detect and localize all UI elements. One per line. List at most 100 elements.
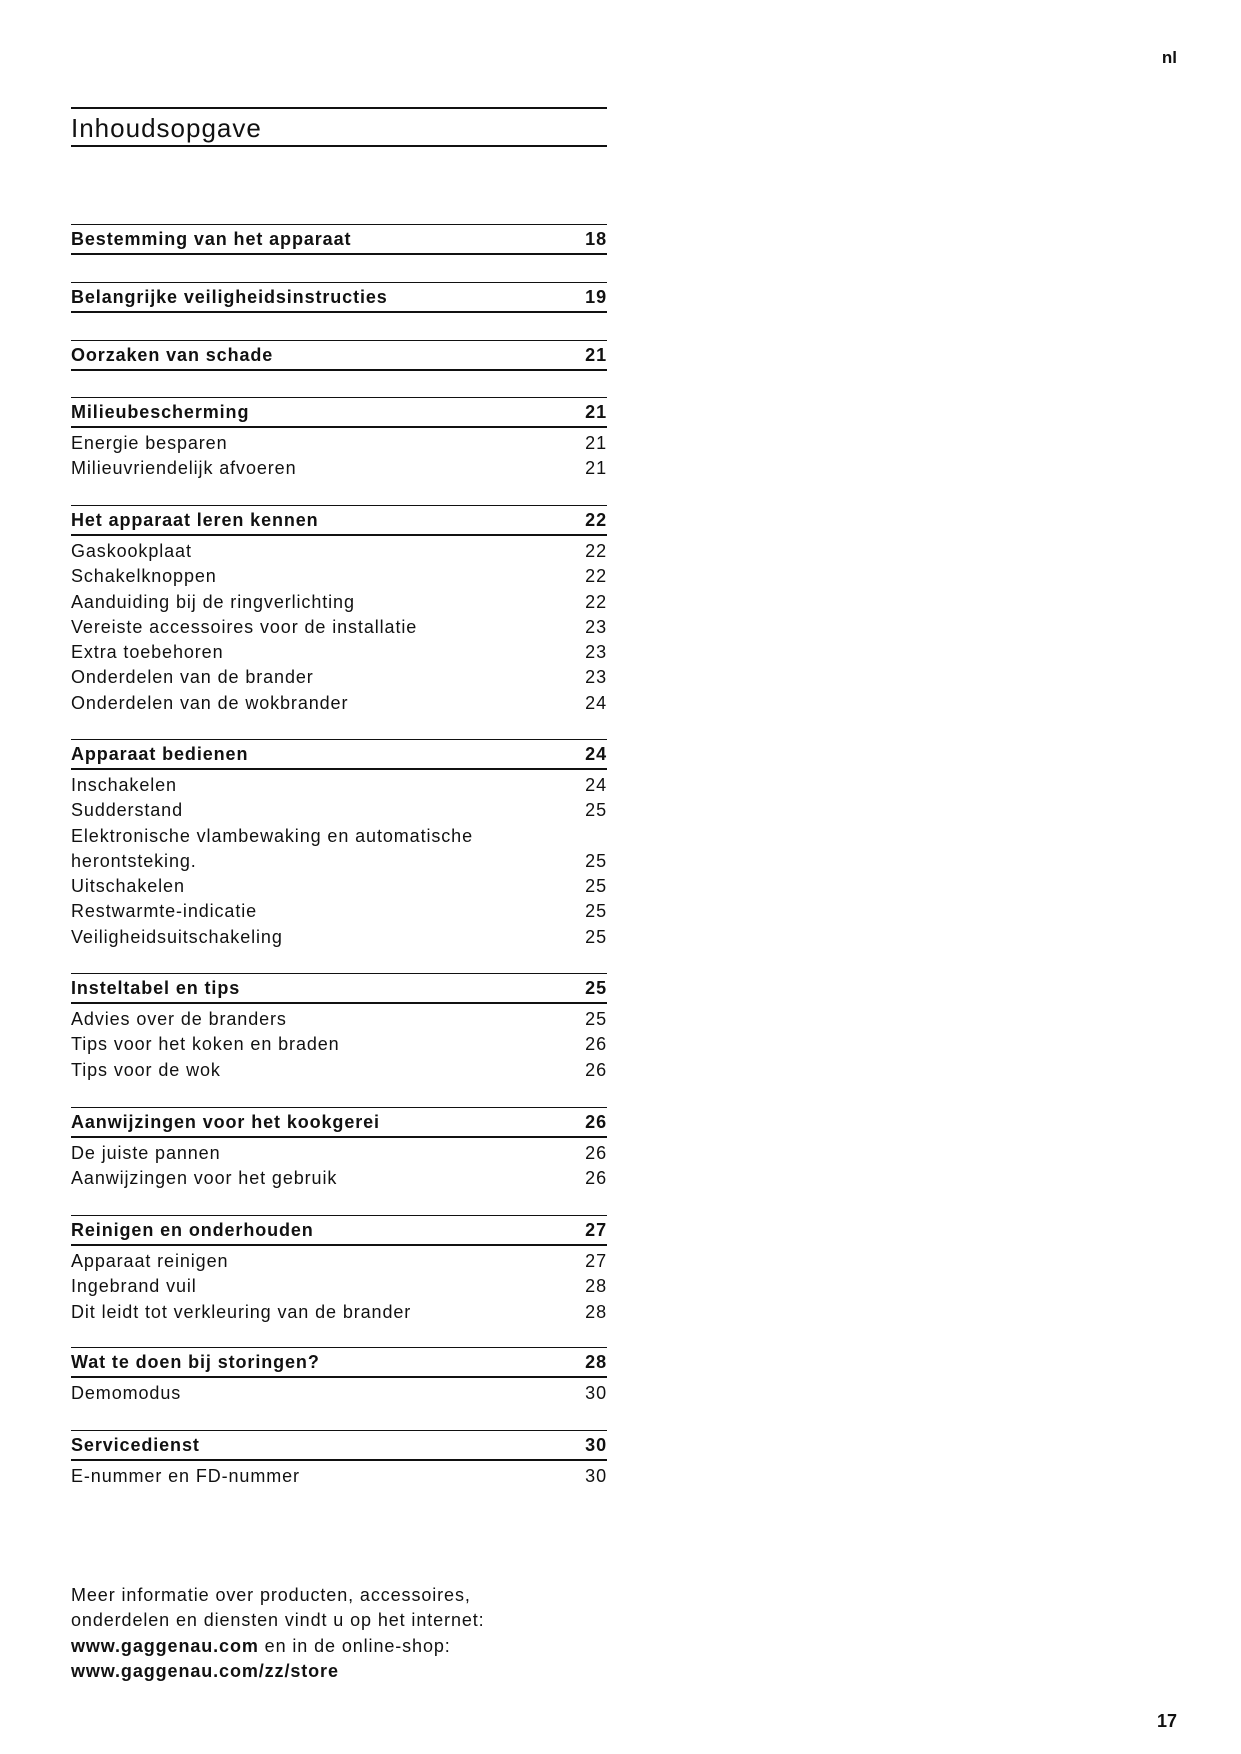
entry-page: 28 bbox=[585, 1301, 607, 1322]
toc-section-heading[interactable]: Oorzaken van schade 21 bbox=[71, 340, 607, 371]
toc-entry[interactable]: Restwarmte-indicatie 25 bbox=[71, 899, 607, 924]
entry-page: 21 bbox=[585, 433, 607, 453]
entry-title: Milieuvriendelijk afvoeren bbox=[71, 458, 297, 479]
toc-entry[interactable]: De juiste pannen 26 bbox=[71, 1141, 607, 1166]
title-block: Inhoudsopgave bbox=[71, 107, 607, 147]
page-title: Inhoudsopgave bbox=[71, 113, 262, 143]
footer-line: Meer informatie over producten, accessoi… bbox=[71, 1585, 471, 1605]
section-title: Aanwijzingen voor het kookgerei bbox=[71, 1111, 380, 1132]
toc-section: Belangrijke veiligheidsinstructies 19 bbox=[71, 282, 607, 313]
toc-entry[interactable]: Dit leidt tot verkleuring van de brander… bbox=[71, 1300, 607, 1325]
entry-title: Tips voor het koken en braden bbox=[71, 1034, 340, 1055]
toc-sub-list: Apparaat reinigen 27 Ingebrand vuil 28 Dit l… bbox=[71, 1246, 607, 1325]
toc-entry[interactable]: Tips voor het koken en braden 26 bbox=[71, 1032, 607, 1057]
toc-section-heading[interactable]: Servicedienst 30 bbox=[71, 1430, 607, 1461]
toc-entry[interactable]: E-nummer en FD-nummer 30 bbox=[71, 1464, 607, 1489]
entry-page: 23 bbox=[585, 616, 607, 637]
section-page: 19 bbox=[585, 286, 607, 307]
section-title: Reinigen en onderhouden bbox=[71, 1219, 314, 1240]
toc-entry[interactable]: Milieuvriendelijk afvoeren 21 bbox=[71, 456, 607, 481]
section-page: 21 bbox=[585, 401, 607, 422]
footer-line: onderdelen en diensten vindt u op het in… bbox=[71, 1610, 485, 1631]
toc-section-heading[interactable]: Apparaat bedienen 24 bbox=[71, 739, 607, 770]
toc-section-heading[interactable]: Bestemming van het apparaat 18 bbox=[71, 224, 607, 255]
toc-entry[interactable]: Onderdelen van de brander 23 bbox=[71, 665, 607, 690]
toc-entry[interactable]: Energie besparen 21 bbox=[71, 431, 607, 456]
entry-page: 22 bbox=[585, 541, 607, 561]
toc-section: Servicedienst 30 E-nummer en FD-nummer 30 bbox=[71, 1430, 607, 1489]
toc-entry[interactable]: Sudderstand 25 bbox=[71, 798, 607, 823]
section-title: Het apparaat leren kennen bbox=[71, 509, 319, 530]
toc-entry[interactable]: Inschakelen 24 bbox=[71, 773, 607, 798]
entry-title: Onderdelen van de brander bbox=[71, 667, 314, 688]
entry-title: Onderdelen van de wokbrander bbox=[71, 692, 349, 713]
toc-entry[interactable]: Onderdelen van de wokbrander 24 bbox=[71, 691, 607, 716]
section-title: Belangrijke veiligheidsinstructies bbox=[71, 286, 388, 307]
toc-section: Bestemming van het apparaat 18 bbox=[71, 224, 607, 255]
toc-section-heading[interactable]: Insteltabel en tips 25 bbox=[71, 973, 607, 1004]
entry-page: 23 bbox=[585, 642, 607, 663]
store-link[interactable]: www.gaggenau.com/zz/store bbox=[71, 1660, 339, 1681]
toc-sub-list: Advies over de branders 25 Tips voor het k… bbox=[71, 1004, 607, 1083]
entry-title: Dit leidt tot verkleuring van de brander bbox=[71, 1301, 412, 1322]
language-tag: nl bbox=[1161, 48, 1177, 67]
toc-section-heading[interactable]: Belangrijke veiligheidsinstructies 19 bbox=[71, 282, 607, 313]
entry-page: 24 bbox=[585, 692, 607, 713]
toc-entry[interactable]: Demomodus 30 bbox=[71, 1381, 607, 1406]
toc-section-heading[interactable]: Milieubescherming 21 bbox=[71, 397, 607, 428]
entry-title: Veiligheidsuitschakeling bbox=[71, 926, 283, 947]
toc-entry[interactable]: Ingebrand vuil 28 bbox=[71, 1274, 607, 1299]
toc-sub-list: E-nummer en FD-nummer 30 bbox=[71, 1461, 607, 1489]
entry-title: Inschakelen bbox=[71, 775, 177, 795]
toc-section: Insteltabel en tips 25 Advies over de bran… bbox=[71, 973, 607, 1083]
entry-page: 25 bbox=[585, 850, 607, 871]
entry-title: De juiste pannen bbox=[71, 1143, 221, 1163]
entry-title: Aanduiding bij de ringverlichting bbox=[71, 591, 355, 612]
toc-section: Het apparaat leren kennen 22 Gaskookplaat 2… bbox=[71, 505, 607, 716]
footer-info: Meer informatie over producten, accessoi… bbox=[71, 1583, 485, 1684]
page-number: 17 bbox=[1156, 1711, 1177, 1731]
toc-sub-list: Energie besparen 21 Milieuvriendelijk afvo… bbox=[71, 428, 607, 482]
entry-page: 21 bbox=[585, 458, 607, 479]
toc-section: Oorzaken van schade 21 bbox=[71, 340, 607, 371]
toc-entry[interactable]: Advies over de branders 25 bbox=[71, 1007, 607, 1032]
entry-page: 25 bbox=[585, 876, 607, 897]
footer-line: www.gaggenau.com/zz/store bbox=[71, 1659, 485, 1684]
toc-entry[interactable]: Aanduiding bij de ringverlichting 22 bbox=[71, 590, 607, 615]
entry-page: 24 bbox=[585, 775, 607, 795]
website-link[interactable]: www.gaggenau.com bbox=[71, 1635, 259, 1656]
toc-entry[interactable]: Aanwijzingen voor het gebruik 26 bbox=[71, 1166, 607, 1191]
toc-section-heading[interactable]: Aanwijzingen voor het kookgerei 26 bbox=[71, 1107, 607, 1138]
toc-entry[interactable]: Elektronische vlambewaking en automatisc… bbox=[71, 824, 607, 875]
entry-title: E-nummer en FD-nummer bbox=[71, 1466, 300, 1486]
toc-entry[interactable]: Tips voor de wok 26 bbox=[71, 1058, 607, 1083]
toc-entry[interactable]: Apparaat reinigen 27 bbox=[71, 1249, 607, 1274]
toc-section-heading[interactable]: Reinigen en onderhouden 27 bbox=[71, 1215, 607, 1246]
toc-section: Reinigen en onderhouden 27 Apparaat reinig… bbox=[71, 1215, 607, 1325]
section-page: 28 bbox=[585, 1351, 607, 1372]
entry-page: 28 bbox=[585, 1276, 607, 1297]
section-title: Wat te doen bij storingen? bbox=[71, 1351, 320, 1372]
section-page: 24 bbox=[585, 743, 607, 764]
section-page: 25 bbox=[585, 977, 607, 998]
entry-page: 25 bbox=[585, 800, 607, 821]
entry-title: Ingebrand vuil bbox=[71, 1276, 197, 1297]
entry-title: Sudderstand bbox=[71, 800, 183, 821]
entry-page: 27 bbox=[585, 1251, 607, 1271]
toc-section: Apparaat bedienen 24 Inschakelen 24 Sudderst… bbox=[71, 739, 607, 950]
toc-entry[interactable]: Schakelknoppen 22 bbox=[71, 564, 607, 589]
toc-entry[interactable]: Extra toebehoren 23 bbox=[71, 640, 607, 665]
entry-title: Extra toebehoren bbox=[71, 642, 224, 663]
toc-entry[interactable]: Uitschakelen 25 bbox=[71, 874, 607, 899]
entry-title: Schakelknoppen bbox=[71, 566, 217, 587]
entry-page: 26 bbox=[585, 1034, 607, 1055]
toc-sub-list: De juiste pannen 26 Aanwijzingen voor het … bbox=[71, 1138, 607, 1192]
toc-entry[interactable]: Vereiste accessoires voor de installatie… bbox=[71, 615, 607, 640]
entry-title: Restwarmte-indicatie bbox=[71, 901, 258, 922]
toc-entry[interactable]: Gaskookplaat 22 bbox=[71, 539, 607, 564]
toc-section-heading[interactable]: Het apparaat leren kennen 22 bbox=[71, 505, 607, 536]
section-title: Apparaat bedienen bbox=[71, 743, 249, 764]
toc-entry[interactable]: Veiligheidsuitschakeling 25 bbox=[71, 925, 607, 950]
toc-section-heading[interactable]: Wat te doen bij storingen? 28 bbox=[71, 1347, 607, 1378]
entry-page: 26 bbox=[585, 1059, 607, 1080]
